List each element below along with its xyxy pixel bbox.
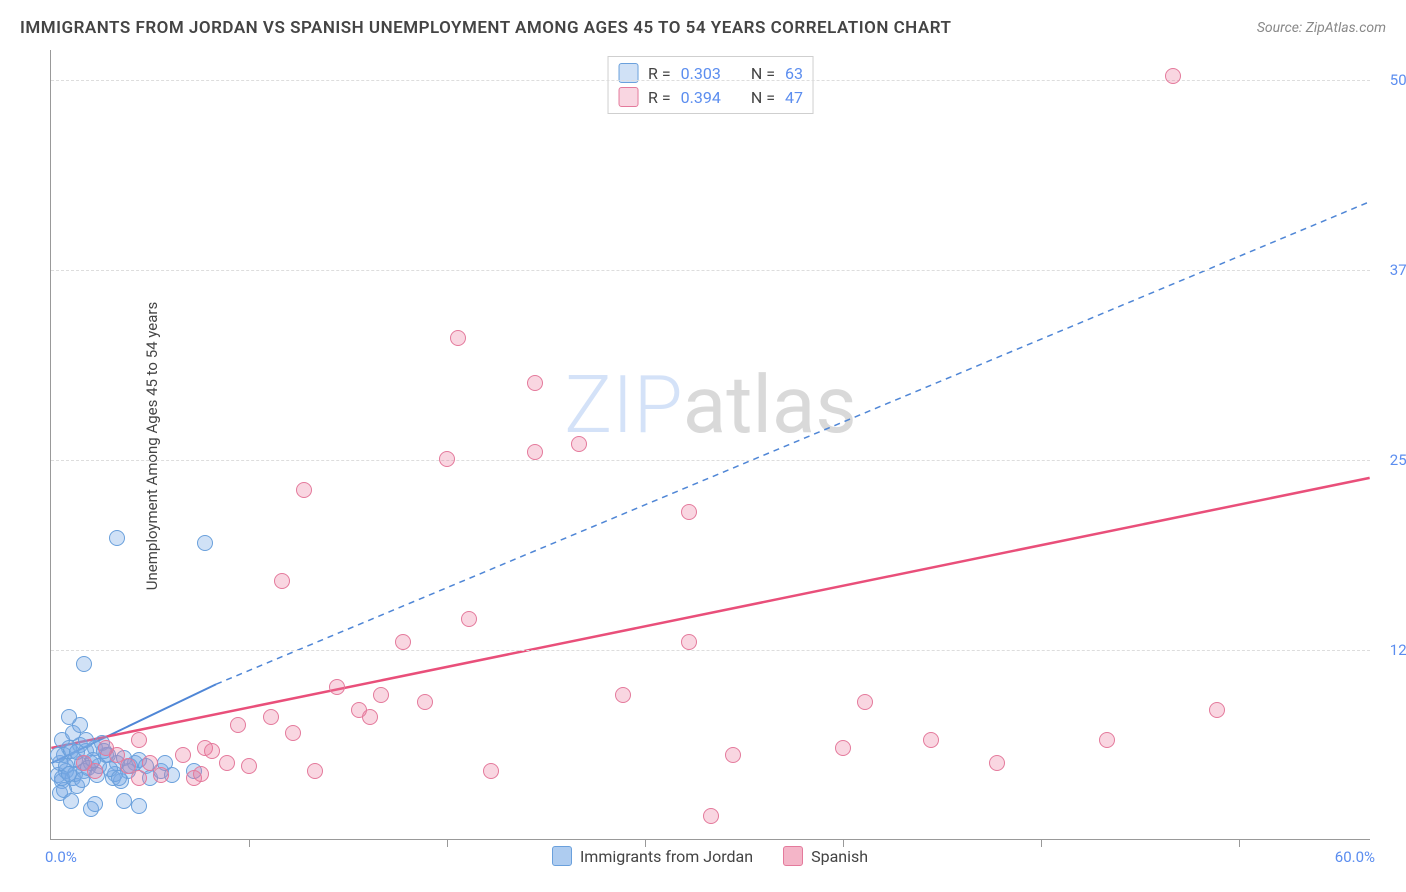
legend-top: R = 0.303 N = 63 R = 0.394 N = 47 <box>607 56 814 114</box>
data-point <box>857 694 873 710</box>
data-point <box>681 504 697 520</box>
data-point <box>461 611 477 627</box>
y-tick-label: 50.0% <box>1390 71 1406 89</box>
legend-bottom-spanish: Spanish <box>783 846 868 866</box>
data-point <box>241 758 257 774</box>
data-point <box>923 732 939 748</box>
source-label: Source: ZipAtlas.com <box>1257 20 1386 36</box>
data-point <box>395 634 411 650</box>
data-point <box>204 743 220 759</box>
data-point <box>296 482 312 498</box>
data-point <box>63 793 79 809</box>
gridline <box>51 650 1370 651</box>
y-tick-label: 12.5% <box>1390 641 1406 659</box>
data-point <box>527 444 543 460</box>
data-point <box>615 687 631 703</box>
data-point <box>153 767 169 783</box>
legend-n-value-2: 47 <box>785 88 803 107</box>
data-point <box>571 436 587 452</box>
data-point <box>527 375 543 391</box>
legend-n-label-2: N = <box>751 88 775 107</box>
data-point <box>703 808 719 824</box>
legend-top-row-1: R = 0.303 N = 63 <box>618 61 803 85</box>
watermark-atlas: atlas <box>683 358 857 452</box>
data-point <box>230 717 246 733</box>
data-point <box>61 709 77 725</box>
data-point <box>109 530 125 546</box>
legend-bottom-label-spanish: Spanish <box>811 847 868 866</box>
data-point <box>87 796 103 812</box>
y-tick-label: 37.5% <box>1390 261 1406 279</box>
data-point <box>1165 68 1181 84</box>
chart-title: IMMIGRANTS FROM JORDAN VS SPANISH UNEMPL… <box>20 18 951 38</box>
data-point <box>439 451 455 467</box>
data-point <box>285 725 301 741</box>
data-point <box>219 755 235 771</box>
data-point <box>483 763 499 779</box>
legend-r-value-2: 0.394 <box>681 88 721 107</box>
trend-lines-svg <box>51 50 1370 839</box>
data-point <box>87 763 103 779</box>
data-point <box>725 747 741 763</box>
data-point <box>263 709 279 725</box>
legend-bottom-swatch-spanish <box>783 846 803 866</box>
data-point <box>989 755 1005 771</box>
legend-r-label-2: R = <box>648 88 671 107</box>
watermark: ZIPatlas <box>564 358 856 452</box>
data-point <box>417 694 433 710</box>
data-point <box>373 687 389 703</box>
legend-bottom-swatch-jordan <box>552 846 572 866</box>
data-point <box>131 770 147 786</box>
data-point <box>681 634 697 650</box>
data-point <box>1099 732 1115 748</box>
gridline <box>51 460 1370 461</box>
data-point <box>197 535 213 551</box>
data-point <box>131 732 147 748</box>
data-point <box>450 330 466 346</box>
plot-area: ZIPatlas R = 0.303 N = 63 R = 0.394 N = … <box>50 50 1370 840</box>
data-point <box>175 747 191 763</box>
data-point <box>362 709 378 725</box>
chart-container: IMMIGRANTS FROM JORDAN VS SPANISH UNEMPL… <box>0 0 1406 892</box>
legend-swatch-spanish <box>618 87 638 107</box>
title-row: IMMIGRANTS FROM JORDAN VS SPANISH UNEMPL… <box>20 18 1386 38</box>
data-point <box>1209 702 1225 718</box>
data-point <box>835 740 851 756</box>
data-point <box>116 793 132 809</box>
data-point <box>61 766 77 782</box>
legend-top-row-2: R = 0.394 N = 47 <box>618 85 803 109</box>
legend-bottom: Immigrants from Jordan Spanish <box>50 846 1370 866</box>
data-point <box>274 573 290 589</box>
data-point <box>193 766 209 782</box>
data-point <box>307 763 323 779</box>
legend-bottom-jordan: Immigrants from Jordan <box>552 846 753 866</box>
y-tick-label: 25.0% <box>1390 451 1406 469</box>
data-point <box>131 798 147 814</box>
gridline <box>51 270 1370 271</box>
legend-bottom-label-jordan: Immigrants from Jordan <box>580 847 753 866</box>
data-point <box>76 656 92 672</box>
data-point <box>329 679 345 695</box>
